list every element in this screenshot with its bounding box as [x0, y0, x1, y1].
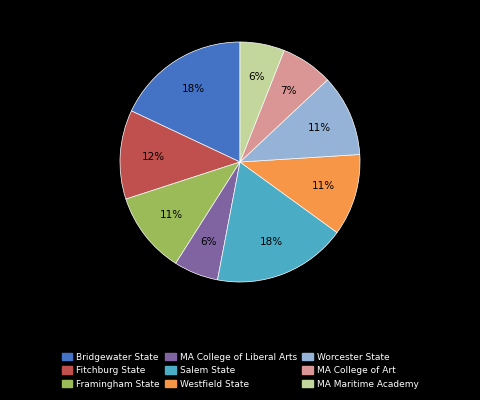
Wedge shape — [240, 154, 360, 232]
Wedge shape — [132, 42, 240, 162]
Text: 11%: 11% — [312, 181, 335, 191]
Text: 11%: 11% — [308, 123, 331, 133]
Text: 11%: 11% — [160, 210, 183, 220]
Text: 18%: 18% — [260, 237, 283, 247]
Wedge shape — [240, 42, 284, 162]
Text: 6%: 6% — [200, 237, 216, 247]
Text: 12%: 12% — [142, 152, 165, 162]
Text: 18%: 18% — [182, 84, 205, 94]
Wedge shape — [176, 162, 240, 280]
Wedge shape — [120, 111, 240, 199]
Wedge shape — [240, 50, 327, 162]
Wedge shape — [240, 80, 360, 162]
Text: 6%: 6% — [248, 72, 264, 82]
Wedge shape — [126, 162, 240, 263]
Legend: Bridgewater State, Fitchburg State, Framingham State, MA College of Liberal Arts: Bridgewater State, Fitchburg State, Fram… — [59, 350, 421, 392]
Wedge shape — [217, 162, 337, 282]
Text: 7%: 7% — [280, 86, 297, 96]
